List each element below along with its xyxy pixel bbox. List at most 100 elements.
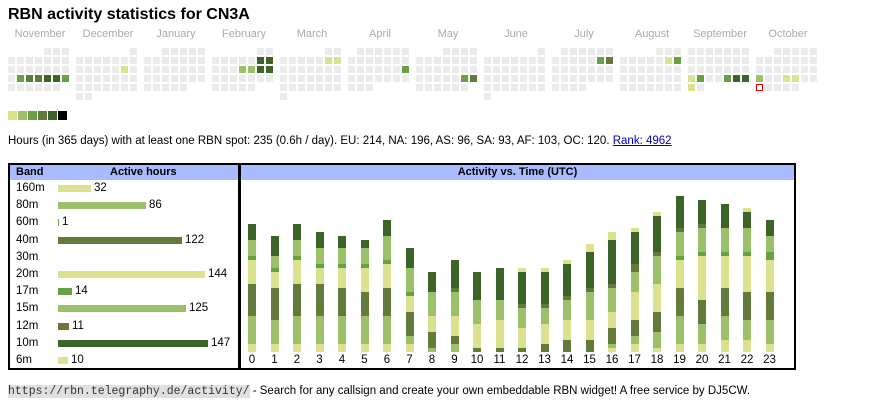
day-cell[interactable]	[375, 75, 382, 82]
day-cell[interactable]	[325, 75, 332, 82]
day-cell[interactable]	[756, 66, 763, 73]
day-cell[interactable]	[162, 57, 169, 64]
day-cell[interactable]	[511, 84, 518, 91]
day-cell[interactable]	[103, 57, 110, 64]
day-cell[interactable]	[774, 84, 781, 91]
day-cell[interactable]	[452, 48, 459, 55]
day-cell[interactable]	[783, 57, 790, 64]
day-cell[interactable]	[121, 66, 128, 73]
day-cell[interactable]	[606, 57, 613, 64]
day-cell[interactable]	[280, 93, 287, 100]
day-cell[interactable]	[792, 75, 799, 82]
day-cell[interactable]	[688, 75, 695, 82]
day-cell[interactable]	[579, 75, 586, 82]
day-cell[interactable]	[121, 84, 128, 91]
day-cell[interactable]	[783, 66, 790, 73]
day-cell[interactable]	[85, 84, 92, 91]
day-cell[interactable]	[484, 57, 491, 64]
footer-url[interactable]: https://rbn.telegraphy.de/activity/	[8, 385, 250, 398]
day-cell[interactable]	[153, 57, 160, 64]
day-cell[interactable]	[638, 84, 645, 91]
day-cell[interactable]	[733, 75, 740, 82]
day-cell[interactable]	[688, 57, 695, 64]
day-cell[interactable]	[189, 66, 196, 73]
day-cell[interactable]	[620, 66, 627, 73]
day-cell[interactable]	[801, 75, 808, 82]
day-cell[interactable]	[189, 57, 196, 64]
day-cell[interactable]	[198, 66, 205, 73]
day-cell[interactable]	[144, 66, 151, 73]
day-cell[interactable]	[656, 66, 663, 73]
day-cell[interactable]	[76, 84, 83, 91]
day-cell[interactable]	[443, 66, 450, 73]
day-cell[interactable]	[248, 75, 255, 82]
day-cell[interactable]	[801, 48, 808, 55]
day-cell[interactable]	[189, 48, 196, 55]
day-cell[interactable]	[620, 75, 627, 82]
day-cell[interactable]	[588, 75, 595, 82]
day-cell[interactable]	[289, 57, 296, 64]
day-cell[interactable]	[688, 84, 695, 91]
day-cell[interactable]	[742, 66, 749, 73]
day-cell[interactable]	[348, 75, 355, 82]
day-cell[interactable]	[697, 66, 704, 73]
day-cell[interactable]	[8, 57, 15, 64]
day-cell[interactable]	[579, 57, 586, 64]
day-cell[interactable]	[144, 75, 151, 82]
day-cell[interactable]	[570, 75, 577, 82]
day-cell[interactable]	[520, 57, 527, 64]
day-cell[interactable]	[357, 57, 364, 64]
day-cell[interactable]	[402, 66, 409, 73]
day-cell[interactable]	[656, 75, 663, 82]
day-cell[interactable]	[239, 57, 246, 64]
day-cell[interactable]	[375, 66, 382, 73]
day-cell[interactable]	[62, 57, 69, 64]
day-cell[interactable]	[62, 66, 69, 73]
day-cell[interactable]	[792, 48, 799, 55]
day-cell[interactable]	[606, 48, 613, 55]
day-cell[interactable]	[638, 66, 645, 73]
day-cell[interactable]	[579, 84, 586, 91]
day-cell[interactable]	[348, 84, 355, 91]
day-cell[interactable]	[502, 75, 509, 82]
day-cell[interactable]	[774, 75, 781, 82]
day-cell[interactable]	[783, 48, 790, 55]
day-cell[interactable]	[316, 57, 323, 64]
day-cell[interactable]	[629, 57, 636, 64]
day-cell[interactable]	[810, 66, 817, 73]
rank-link[interactable]: Rank: 4962	[612, 135, 672, 147]
day-cell[interactable]	[393, 57, 400, 64]
day-cell[interactable]	[130, 66, 137, 73]
day-cell[interactable]	[706, 57, 713, 64]
day-cell[interactable]	[461, 66, 468, 73]
day-cell[interactable]	[538, 66, 545, 73]
day-cell[interactable]	[239, 84, 246, 91]
day-cell[interactable]	[493, 57, 500, 64]
day-cell[interactable]	[266, 66, 273, 73]
day-cell[interactable]	[76, 57, 83, 64]
day-cell[interactable]	[674, 48, 681, 55]
day-cell[interactable]	[44, 66, 51, 73]
day-cell[interactable]	[94, 57, 101, 64]
day-cell[interactable]	[76, 75, 83, 82]
day-cell[interactable]	[502, 84, 509, 91]
day-cell[interactable]	[257, 57, 264, 64]
day-cell[interactable]	[307, 66, 314, 73]
day-cell[interactable]	[171, 75, 178, 82]
day-cell[interactable]	[366, 75, 373, 82]
day-cell[interactable]	[230, 75, 237, 82]
day-cell[interactable]	[348, 66, 355, 73]
day-cell[interactable]	[212, 57, 219, 64]
day-cell[interactable]	[697, 84, 704, 91]
day-cell[interactable]	[17, 75, 24, 82]
day-cell[interactable]	[511, 66, 518, 73]
day-cell[interactable]	[561, 48, 568, 55]
day-cell[interactable]	[665, 57, 672, 64]
day-cell[interactable]	[316, 75, 323, 82]
day-cell[interactable]	[8, 66, 15, 73]
day-cell[interactable]	[307, 75, 314, 82]
day-cell[interactable]	[606, 75, 613, 82]
day-cell[interactable]	[647, 57, 654, 64]
day-cell[interactable]	[656, 48, 663, 55]
day-cell[interactable]	[484, 84, 491, 91]
